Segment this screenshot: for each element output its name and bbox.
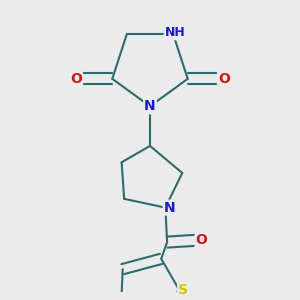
Text: S: S	[178, 283, 188, 297]
Text: O: O	[70, 72, 82, 86]
Text: N: N	[144, 99, 156, 113]
Text: NH: NH	[165, 26, 185, 39]
Text: O: O	[218, 72, 230, 86]
Text: N: N	[164, 201, 175, 214]
Text: O: O	[196, 233, 208, 248]
